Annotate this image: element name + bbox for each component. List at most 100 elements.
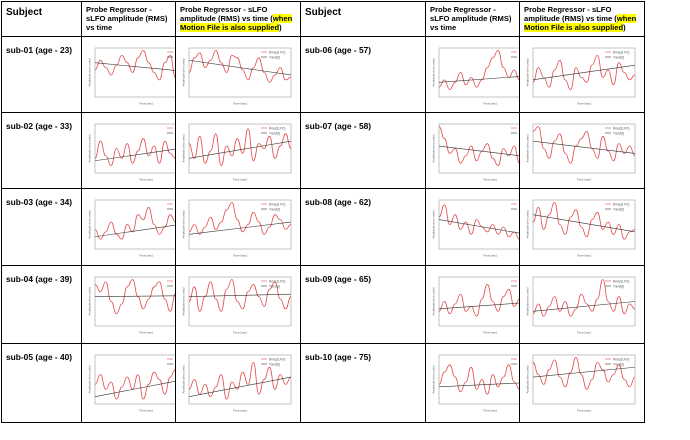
legend-label-series: Rms(sLFO) — [613, 203, 629, 207]
x-axis-label: Time (sec) — [577, 331, 591, 335]
y-axis-label: Amplitude (rms units) — [182, 287, 186, 315]
sLFO-chart: Rms(sLFO)Trend(t)Time (sec)Amplitude (rm… — [432, 354, 519, 413]
plot-frame — [532, 354, 636, 405]
legend-label-series: Rms(sLFO) — [613, 280, 629, 284]
x-axis-label: Time (sec) — [233, 331, 247, 335]
y-axis-label: Amplitude (rms units) — [432, 58, 436, 86]
plot-frame — [438, 123, 519, 174]
subject-label: sub-05 (age - 40) — [2, 344, 82, 423]
series-line — [438, 50, 519, 91]
y-axis-label: Amplitude (rms units) — [432, 134, 436, 162]
y-axis-label: Amplitude (rms units) — [526, 365, 530, 393]
plot-cell: Rms(sLFO)Trend(t)Time (sec)Amplitude (rm… — [82, 266, 176, 344]
sLFO-chart: Rms(sLFO)Trend(t)Time (sec)Amplitude (rm… — [182, 354, 292, 413]
header-subject-right: Subject — [301, 2, 426, 37]
plot-holder: Rms(sLFO)Trend(t)Time (sec)Amplitude (rm… — [431, 349, 519, 413]
plot-cell: Rms(sLFO)Trend(t)Time (sec)Amplitude (rm… — [176, 344, 301, 423]
plot-cell: Rms(sLFO)Trend(t)Time (sec)Amplitude (rm… — [82, 113, 176, 189]
plot-cell: Rms(sLFO)Trend(t)Time (sec)Amplitude (rm… — [426, 344, 520, 423]
x-axis-label: Time (sec) — [139, 331, 153, 335]
trend-line — [94, 380, 175, 397]
x-axis-label: Time (sec) — [483, 102, 497, 106]
plot-holder: Rms(sLFO)Trend(t) Time (sec) Amplitude (rm… — [181, 194, 295, 258]
series-line — [94, 138, 175, 167]
series-line — [188, 202, 292, 235]
y-axis-label: Amplitude (rms units) — [526, 287, 530, 315]
x-axis-label: Time (sec) — [139, 102, 153, 106]
trend-line — [188, 221, 292, 235]
sLFO-chart: Rms(sLFO)Trend(t)Time (sec)Amplitude (rm… — [88, 354, 175, 413]
plot-cell: Rms(sLFO)Trend(t)Time (sec)Amplitude (rm… — [82, 344, 176, 423]
plot-cell: Rms(sLFO)Trend(t)Time (sec)Amplitude (rm… — [520, 344, 645, 423]
legend-label-trend: Trend(t) — [269, 56, 280, 60]
header-probe-motion-left: Probe Regressor - sLFO amplitude (RMS) v… — [176, 2, 301, 37]
trend-line — [438, 219, 519, 234]
trend-line — [532, 366, 636, 378]
plot-cell: Rms(sLFO)Trend(t)Time (sec)Amplitude (rm… — [520, 113, 645, 189]
sLFO-chart: Rms(sLFO)Trend(t)Time (sec)Amplitude (rm… — [432, 199, 519, 258]
trend-line — [188, 376, 292, 397]
y-axis-label: Amplitude (rms units) — [182, 210, 186, 238]
series-line — [438, 126, 519, 167]
plot-frame — [438, 199, 519, 250]
plot-frame — [94, 354, 175, 405]
sLFO-chart: Rms(sLFO)Trend(t)Time (sec)Amplitude (rm… — [88, 47, 175, 106]
legend-label-trend: Trend(t) — [269, 363, 280, 367]
trend-line — [94, 148, 175, 162]
sLFO-chart: Rms(sLFO)Trend(t)Time (sec)Amplitude (rm… — [526, 276, 636, 335]
series-line — [532, 279, 636, 317]
y-axis-label: Amplitude (rms units) — [526, 210, 530, 238]
y-axis-label: Amplitude (rms units) — [432, 365, 436, 393]
trend-line — [188, 59, 292, 76]
sLFO-chart: Rms(sLFO)Trend(t)Time (sec)Amplitude (rm… — [182, 123, 292, 182]
series-line — [94, 50, 175, 81]
legend-label-trend: Trend(t) — [269, 208, 280, 212]
plot-frame — [94, 199, 175, 250]
legend-label-series: Rms(sLFO) — [269, 280, 285, 284]
series-line — [94, 279, 175, 315]
legend-label-series: Rms(sLFO) — [269, 127, 285, 131]
header-text: Probe Regressor - sLFO amplitude (RMS) v… — [524, 5, 617, 23]
trend-line — [94, 62, 175, 71]
legend-label-trend: Trend(t) — [613, 363, 624, 367]
sLFO-chart: Rms(sLFO)Trend(t) Time (sec) Amplitude (rm… — [526, 199, 636, 258]
plot-cell: Rms(sLFO)Trend(t) Time (sec) Amplitude (rm… — [520, 189, 645, 266]
series-line — [188, 361, 292, 400]
plot-frame — [532, 47, 636, 98]
plot-frame — [532, 123, 636, 174]
plot-cell: Rms(sLFO)Trend(t)Time (sec)Amplitude (rm… — [426, 113, 520, 189]
x-axis-label: Time (sec) — [577, 102, 591, 106]
series-line — [188, 128, 292, 167]
legend-label-trend: Trend(t) — [613, 208, 624, 212]
plot-holder: Rms(sLFO)Trend(t)Time (sec)Amplitude (rm… — [431, 194, 519, 258]
series-line — [188, 50, 292, 83]
plot-cell: Rms(sLFO)Trend(t) Time (sec) Amplitude (rm… — [176, 189, 301, 266]
subject-label: sub-10 (age - 75) — [301, 344, 426, 423]
plot-frame — [188, 354, 292, 405]
legend-label-trend: Trend(t) — [269, 132, 280, 136]
series-line — [532, 357, 636, 390]
plot-cell: Rms(sLFO)Trend(t)Time (sec)Amplitude (rm… — [176, 113, 301, 189]
legend-label-trend: Trend(t) — [613, 132, 624, 136]
plot-holder: Rms(sLFO)Trend(t)Time (sec)Amplitude (rm… — [181, 271, 295, 335]
plot-holder: Rms(sLFO)Trend(t)Time (sec)Amplitude (rm… — [525, 42, 639, 106]
header-text-end: ) — [279, 23, 282, 32]
y-axis-label: Amplitude (rms units) — [88, 287, 92, 315]
plot-holder: Rms(sLFO)Trend(t)Time (sec)Amplitude (rm… — [181, 349, 295, 413]
x-axis-label: Time (sec) — [577, 254, 591, 258]
plot-holder: Rms(sLFO)Trend(t)Time (sec)Amplitude (rm… — [431, 271, 519, 335]
plot-holder: Rms(sLFO)Trend(t)Time (sec)Amplitude (rm… — [87, 271, 175, 335]
y-axis-label: Amplitude (rms units) — [526, 58, 530, 86]
y-axis-label: Amplitude (rms units) — [88, 365, 92, 393]
legend-label-series: Rms(sLFO) — [269, 203, 285, 207]
legend-label-series: Rms(sLFO) — [613, 127, 629, 131]
x-axis-label: Time (sec) — [233, 254, 247, 258]
header-text-end: ) — [623, 23, 626, 32]
subject-label: sub-03 (age - 34) — [2, 189, 82, 266]
plot-frame — [532, 199, 636, 250]
plot-holder: Rms(sLFO)Trend(t)Time (sec)Amplitude (rm… — [87, 194, 175, 258]
legend-label-series: Rms(sLFO) — [269, 51, 285, 55]
y-axis-label: Amplitude (rms units) — [432, 210, 436, 238]
plot-frame — [94, 276, 175, 327]
subject-label: sub-04 (age - 39) — [2, 266, 82, 344]
